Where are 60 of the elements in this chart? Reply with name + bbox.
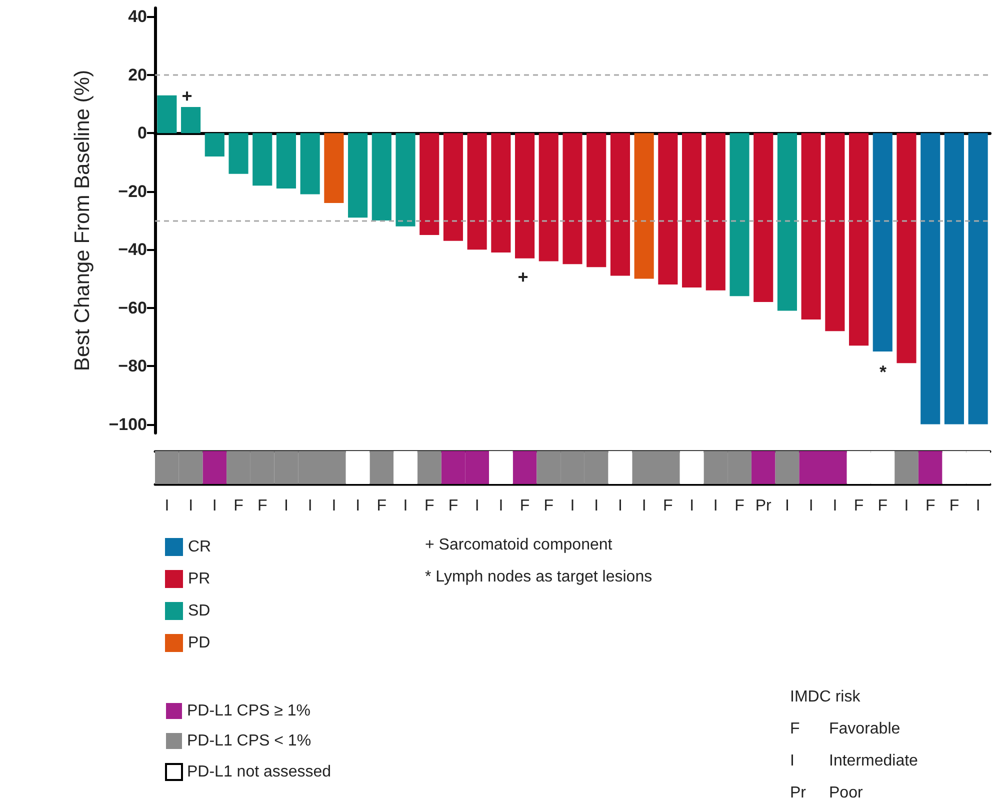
x-tick-label: I bbox=[308, 498, 312, 514]
x-tick-label: F bbox=[376, 498, 387, 514]
x-tick-label: I bbox=[164, 498, 170, 514]
x-tick-label: I bbox=[976, 498, 980, 514]
x-tick-label: I bbox=[594, 498, 599, 514]
x-tick-label: F bbox=[878, 498, 888, 514]
x-tick-label: F bbox=[854, 498, 864, 514]
x-tick-label: I bbox=[690, 498, 694, 514]
x-tick-label: I bbox=[212, 498, 217, 514]
legend-label: PD-L1 CPS ≥ 1% bbox=[187, 702, 310, 720]
legend-label: CR bbox=[188, 538, 212, 556]
x-tick-label: I bbox=[284, 498, 288, 514]
x-tick-label: F bbox=[544, 498, 554, 514]
x-tick-label: F bbox=[448, 498, 458, 514]
text: * Lymph nodes as target lesions bbox=[425, 568, 652, 586]
text: I Intermediate bbox=[790, 752, 918, 770]
x-tick-label: I bbox=[332, 498, 336, 514]
x-tick-label: I bbox=[904, 498, 909, 514]
y-tick-label: −60 bbox=[118, 298, 147, 318]
legend-label: PD-L1 CPS < 1% bbox=[187, 732, 312, 750]
x-tick-label: I bbox=[474, 498, 480, 514]
y-axis-title: Best Change From Baseline (%) bbox=[71, 70, 94, 372]
x-tick-label: I bbox=[713, 498, 718, 514]
legend-label: PD bbox=[188, 634, 210, 652]
x-tick-label: I bbox=[188, 498, 194, 514]
y-tick-label: −80 bbox=[118, 356, 147, 376]
x-tick-label: I bbox=[403, 498, 408, 514]
x-tick-label: I bbox=[356, 498, 360, 514]
x-tick-label: I bbox=[642, 498, 646, 514]
x-tick-label: F bbox=[925, 498, 936, 514]
text: F Favorable bbox=[790, 720, 900, 738]
legend-title: IMDC risk bbox=[790, 688, 862, 706]
text: Pr Poor bbox=[790, 784, 863, 802]
y-tick-label: −40 bbox=[118, 240, 147, 260]
annotation: * bbox=[879, 362, 887, 382]
y-tick-label: −100 bbox=[108, 414, 147, 434]
x-tick-label: F bbox=[257, 498, 268, 514]
x-tick-label: F bbox=[520, 498, 530, 514]
x-tick-label: I bbox=[570, 498, 575, 514]
legend-label: SD bbox=[188, 602, 210, 620]
annotation: + bbox=[518, 267, 528, 287]
x-tick-label: I bbox=[784, 498, 790, 514]
y-tick-label: 40 bbox=[128, 7, 147, 26]
x-tick-label: I bbox=[832, 498, 838, 514]
x-tick-label: Pr bbox=[755, 498, 772, 514]
x-tick-label: F bbox=[949, 498, 960, 514]
x-tick-label: F bbox=[663, 498, 674, 514]
y-tick-label: −20 bbox=[118, 182, 147, 201]
x-tick-label: F bbox=[234, 498, 244, 514]
x-tick-label: I bbox=[498, 498, 504, 514]
y-tick-label: 0 bbox=[138, 124, 147, 143]
annotation: + bbox=[182, 86, 192, 106]
legend-label: PR bbox=[188, 570, 210, 588]
text: + Sarcomatoid component bbox=[425, 536, 613, 554]
x-tick-label: I bbox=[808, 498, 814, 514]
y-tick-label: 20 bbox=[128, 65, 147, 84]
legend-label: PD-L1 not assessed bbox=[187, 764, 332, 780]
x-tick-label: F bbox=[734, 498, 745, 514]
x-tick-label: I bbox=[618, 498, 622, 514]
x-tick-label: F bbox=[424, 498, 434, 514]
